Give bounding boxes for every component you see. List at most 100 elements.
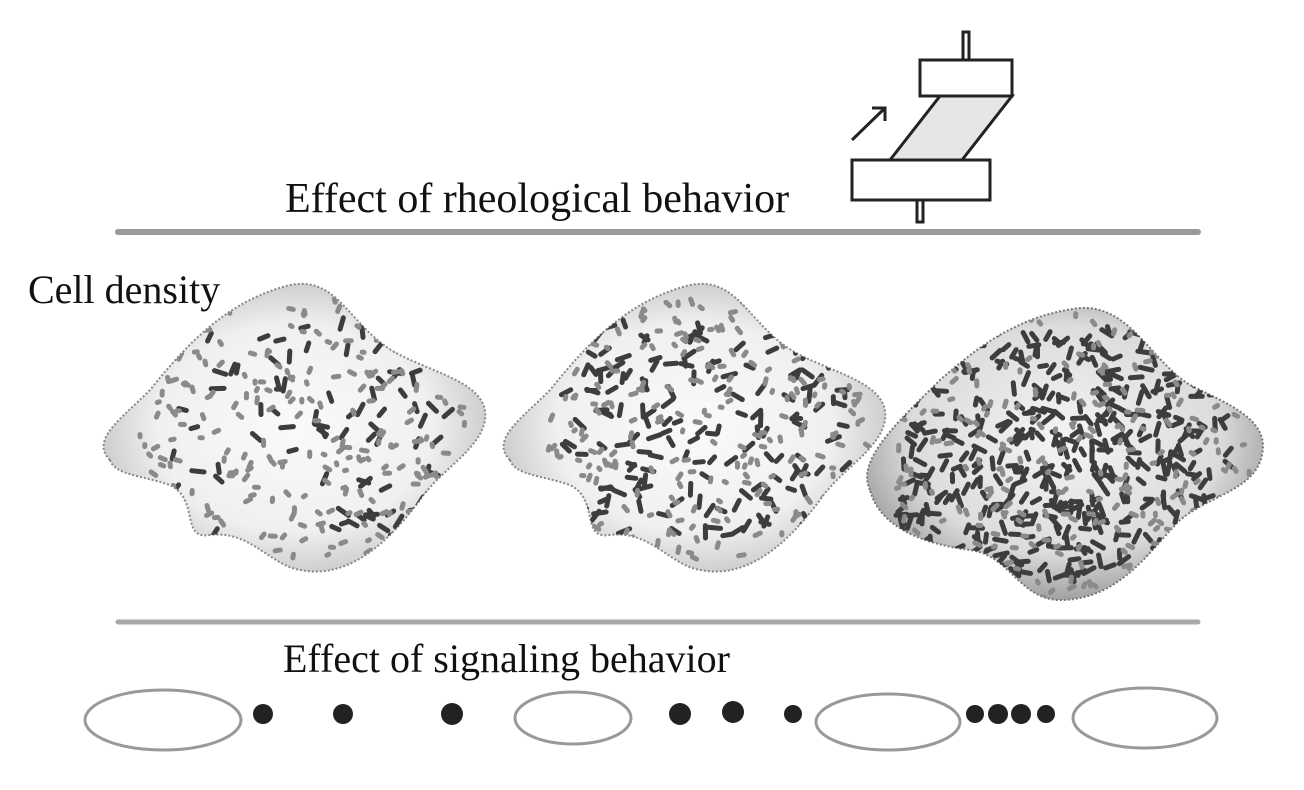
cell: [1137, 364, 1155, 373]
cell: [655, 418, 665, 425]
cell: [636, 498, 644, 514]
cell: [451, 311, 459, 319]
cell: [773, 452, 785, 464]
cell: [656, 510, 671, 519]
cell: [1005, 476, 1014, 484]
cell: [593, 406, 602, 416]
cell: [743, 362, 756, 371]
cell: [1068, 515, 1078, 523]
cell: [157, 461, 167, 469]
cell: [1180, 315, 1189, 323]
cell: [1111, 502, 1120, 511]
cell: [1205, 326, 1218, 334]
cell: [452, 469, 462, 477]
cell: [798, 376, 808, 387]
cell: [1013, 565, 1021, 572]
cell: [768, 473, 776, 480]
cell: [1063, 561, 1072, 578]
cell: [665, 509, 673, 519]
cell: [723, 391, 732, 398]
cell: [594, 381, 602, 390]
cell: [996, 465, 1004, 472]
cell: [450, 306, 458, 314]
cell: [164, 322, 170, 330]
cell: [1185, 562, 1192, 578]
cell: [1167, 334, 1177, 342]
cell: [150, 488, 162, 494]
cell: [441, 363, 457, 374]
cell: [830, 471, 836, 480]
cell: [1199, 506, 1214, 516]
cell: [1202, 511, 1216, 519]
cell: [1168, 564, 1176, 579]
cell: [675, 517, 685, 524]
cell: [614, 353, 632, 363]
cell: [460, 349, 469, 356]
cell: [369, 319, 377, 330]
cell: [417, 412, 428, 429]
cell: [992, 536, 1009, 544]
cell: [803, 342, 809, 351]
cell: [1164, 323, 1171, 342]
cell: [562, 490, 572, 498]
cell: [411, 438, 423, 445]
cell: [799, 483, 808, 498]
cell: [1199, 493, 1216, 503]
cell: [1066, 377, 1074, 384]
cell: [1133, 583, 1142, 589]
cell: [992, 550, 1010, 559]
cell: [645, 432, 663, 442]
cell: [258, 402, 264, 418]
cell: [942, 428, 959, 434]
cell: [793, 368, 802, 381]
cell: [898, 330, 910, 344]
cell: [741, 479, 752, 486]
cell: [1162, 549, 1177, 556]
cell: [893, 537, 908, 547]
cell: [1142, 531, 1154, 544]
cell-density-label: Cell density: [28, 267, 220, 312]
cell: [1220, 360, 1232, 376]
cell: [356, 477, 372, 486]
cell: [987, 399, 994, 409]
cell: [972, 540, 983, 548]
cell: [350, 407, 357, 417]
cell: [221, 455, 227, 464]
cell: [266, 404, 276, 413]
cell: [413, 381, 420, 393]
cell: [1094, 421, 1103, 437]
cell: [326, 390, 335, 404]
cell: [378, 483, 393, 493]
cell: [380, 321, 389, 330]
cell: [687, 329, 698, 345]
cell: [338, 539, 349, 547]
cell: [588, 448, 598, 456]
cell: [154, 399, 162, 406]
cell: [802, 397, 809, 408]
cell: [649, 358, 660, 373]
cell: [1152, 524, 1161, 532]
cell: [1054, 550, 1064, 557]
cell: [547, 412, 556, 423]
cell: [338, 426, 350, 441]
cell: [723, 455, 739, 467]
cell: [1052, 408, 1066, 421]
cell: [257, 379, 267, 385]
cell: [374, 318, 381, 333]
cell: [710, 438, 718, 446]
cell: [1089, 446, 1095, 464]
cell: [1184, 536, 1196, 549]
cell: [844, 297, 850, 305]
cell: [1000, 486, 1010, 494]
cell: [604, 360, 614, 370]
cell: [957, 328, 971, 336]
cell: [742, 471, 750, 480]
cell: [646, 512, 655, 519]
cell: [568, 420, 574, 429]
cell: [734, 460, 740, 470]
cell: [892, 403, 908, 413]
cell: [705, 524, 724, 531]
cell: [1172, 509, 1181, 526]
cell: [1095, 496, 1103, 502]
cell: [596, 465, 603, 473]
